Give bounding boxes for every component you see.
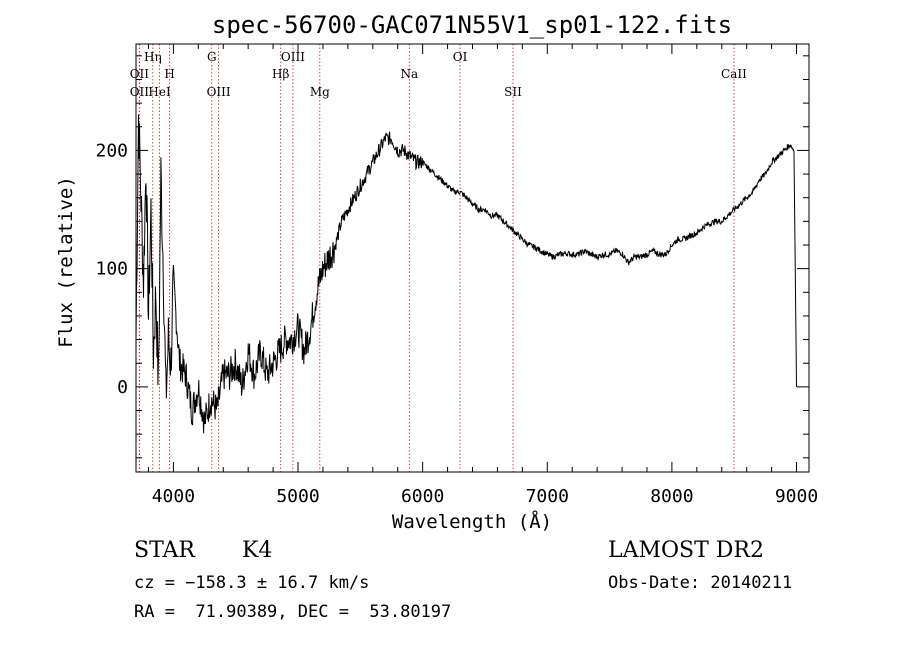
series-group [135, 114, 797, 434]
line-marker-label: OIII [281, 50, 305, 64]
plot-frame [135, 43, 810, 473]
ra-dec: RA = 71.90389, DEC = 53.80197 [134, 602, 452, 622]
line-marker-label: H [164, 67, 174, 81]
x-tick-label: 5000 [276, 486, 319, 507]
x-tick-label: 4000 [152, 486, 195, 507]
y-axis-label: Flux (relative) [55, 176, 77, 348]
line-marker-label: HeI [148, 85, 171, 99]
line-marker-label: OII [130, 85, 150, 99]
line-marker-label: Hη [144, 50, 162, 64]
line-markers: OII OII Hη HeI H G OIII Hβ OIII Mg Na OI SII CaII [130, 44, 747, 472]
x-axis-label: Wavelength (Å) [392, 510, 552, 533]
line-marker-label: Na [400, 67, 418, 81]
y-tick-label: 200 [95, 140, 128, 161]
line-marker-label: OI [453, 50, 468, 64]
object-subclass: K4 [242, 538, 273, 563]
line-marker-label: OII [130, 67, 150, 81]
y-tick-label: 100 [95, 259, 128, 280]
x-tick-label: 7000 [526, 486, 569, 507]
y-tick-label: 0 [117, 377, 128, 398]
object-class: STAR [134, 538, 195, 563]
survey-name: LAMOST DR2 [608, 538, 764, 563]
x-ticks: 4000 5000 6000 7000 8000 9000 [147, 44, 818, 507]
line-marker-label: OIII [207, 85, 231, 99]
spectrum-line [135, 114, 797, 434]
chart-title: spec-56700-GAC071N55V1_sp01-122.fits [212, 11, 732, 39]
line-marker-label: Hβ [272, 67, 289, 81]
y-ticks: 0 100 200 [95, 55, 809, 459]
line-marker-label: G [207, 50, 217, 64]
x-tick-label: 6000 [401, 486, 444, 507]
line-marker-label: SII [504, 85, 522, 99]
redshift-cz: cz = −158.3 ± 16.7 km/s [134, 573, 370, 593]
x-tick-label: 8000 [650, 486, 693, 507]
x-tick-label: 9000 [775, 486, 818, 507]
line-marker-label: Mg [310, 85, 330, 99]
line-marker-label: CaII [721, 67, 747, 81]
obs-date: Obs-Date: 20140211 [608, 573, 793, 593]
